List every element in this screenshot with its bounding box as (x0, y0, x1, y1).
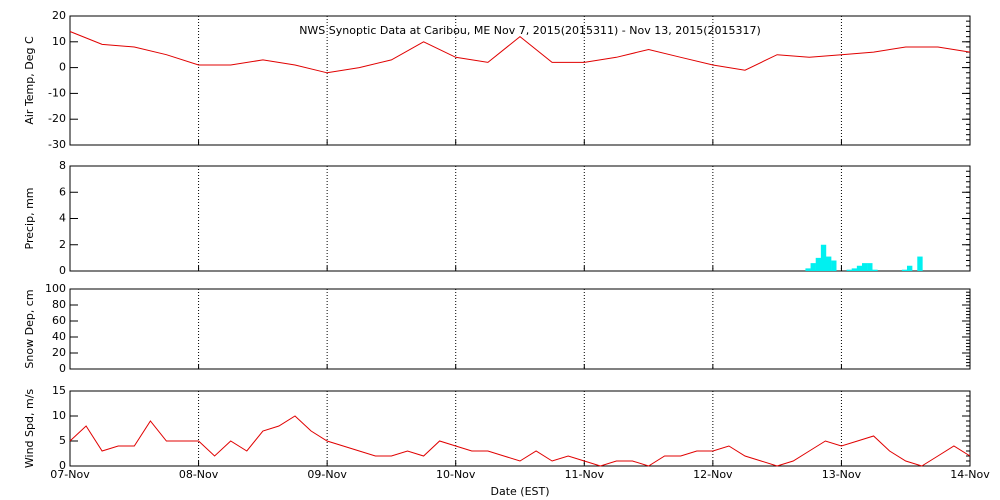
plot-frame (69, 288, 971, 370)
y-tick-label: 0 (59, 362, 66, 375)
x-tick-label: 14-Nov (950, 468, 990, 481)
y-axis-label: Snow Dep, cm (23, 289, 36, 368)
y-tick-label: 20 (52, 346, 66, 359)
x-tick-label: 07-Nov (50, 468, 90, 481)
bar (826, 256, 832, 271)
bar (907, 265, 913, 271)
bar (917, 256, 923, 271)
y-axis-label: Air Temp, Deg C (23, 36, 36, 125)
y-axis-label: Wind Spd, m/s (23, 389, 36, 469)
y-tick-label: 0 (59, 264, 66, 277)
data-line (69, 31, 971, 74)
bar (901, 269, 908, 271)
bar (815, 257, 822, 271)
bar (856, 265, 863, 271)
x-tick-label: 10-Nov (436, 468, 476, 481)
y-tick-label: 0 (59, 61, 66, 74)
y-tick-label: 80 (52, 298, 66, 311)
x-tick-label: 08-Nov (179, 468, 219, 481)
bar (805, 268, 811, 271)
y-tick-label: -30 (48, 138, 66, 151)
chart-title: NWS Synoptic Data at Caribou, ME Nov 7, … (299, 24, 761, 37)
y-tick-label: 4 (59, 212, 66, 225)
y-tick-label: 20 (52, 9, 66, 22)
plot-frame (69, 390, 971, 467)
y-axis-label: Precip, mm (23, 188, 36, 250)
bar (851, 268, 858, 271)
bar (820, 244, 827, 271)
bar (846, 269, 852, 271)
bar (862, 263, 868, 271)
x-tick-label: 12-Nov (693, 468, 733, 481)
y-tick-label: 5 (59, 434, 66, 447)
y-tick-label: 2 (59, 238, 66, 251)
y-tick-label: 8 (59, 159, 66, 172)
plot-frame (69, 15, 971, 146)
plot-frame (69, 165, 971, 272)
y-tick-label: 40 (52, 330, 66, 343)
x-tick-label: 09-Nov (307, 468, 347, 481)
x-tick-label: 13-Nov (822, 468, 862, 481)
bar (810, 263, 816, 271)
y-tick-label: 10 (52, 409, 66, 422)
data-line (69, 415, 971, 467)
y-tick-label: 10 (52, 35, 66, 48)
y-tick-label: 15 (52, 384, 66, 397)
y-tick-label: 0 (59, 459, 66, 472)
y-tick-label: 6 (59, 185, 66, 198)
y-tick-label: 60 (52, 314, 66, 327)
x-axis-label: Date (EST) (490, 485, 549, 498)
y-tick-label: -10 (48, 86, 66, 99)
bar (867, 263, 873, 271)
y-tick-label: 100 (45, 282, 66, 295)
bar (831, 260, 837, 271)
y-tick-label: -20 (48, 112, 66, 125)
x-tick-label: 11-Nov (565, 468, 605, 481)
bar (872, 269, 878, 271)
